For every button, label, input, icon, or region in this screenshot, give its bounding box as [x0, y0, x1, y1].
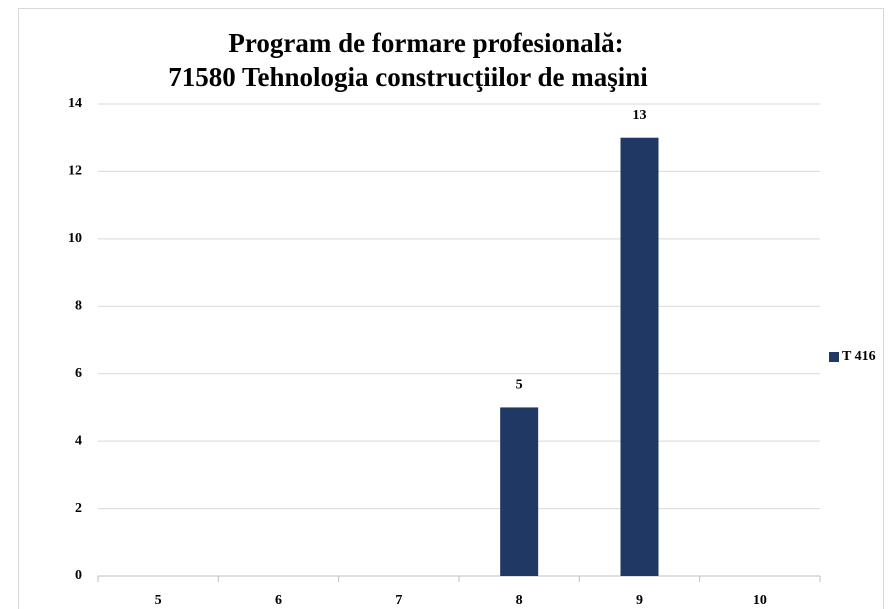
y-tick-label: 10 [68, 231, 82, 246]
x-tick-label: 10 [753, 593, 767, 608]
y-tick-label: 12 [68, 164, 82, 179]
y-tick-label: 14 [68, 96, 82, 111]
x-tick-label: 8 [516, 593, 523, 608]
y-tick-label: 4 [75, 433, 82, 448]
x-tick-label: 9 [636, 593, 643, 608]
x-tick-label: 5 [155, 593, 162, 608]
legend-swatch [829, 352, 839, 362]
data-label: 5 [516, 378, 523, 393]
y-tick-label: 8 [75, 299, 82, 314]
y-tick-label: 6 [75, 366, 82, 381]
bar [500, 407, 539, 576]
y-tick-label: 2 [75, 501, 82, 516]
bar [620, 137, 659, 576]
x-tick-label: 7 [395, 593, 402, 608]
y-tick-label: 0 [75, 568, 82, 583]
x-tick-label: 6 [275, 593, 282, 608]
legend-label: T 416 [842, 349, 876, 364]
data-label: 13 [633, 108, 647, 123]
chart-title: Program de formare profesională: [228, 28, 623, 58]
chart-title: 71580 Tehnologia construcţiilor de maşin… [168, 62, 648, 92]
chart-frame [18, 8, 884, 609]
